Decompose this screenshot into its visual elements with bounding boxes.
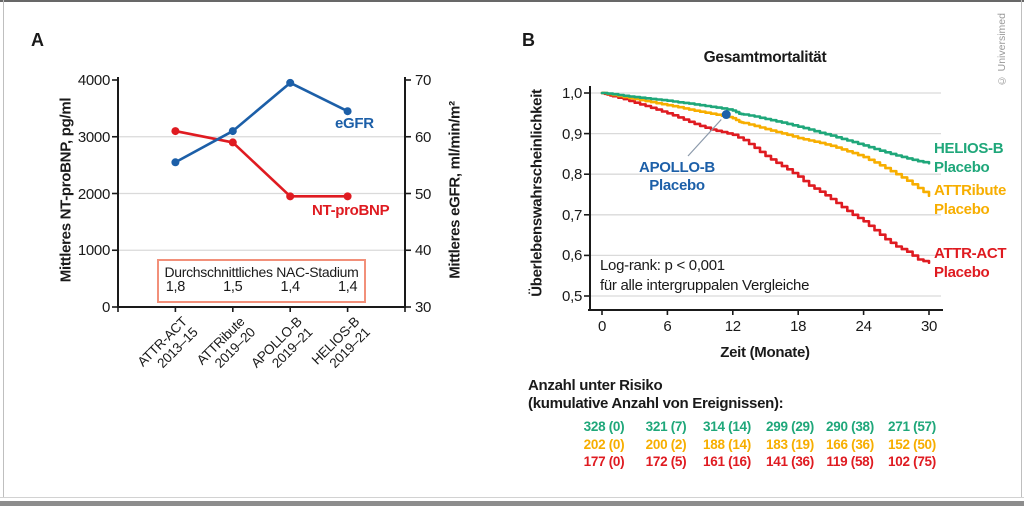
- data-point: [343, 107, 352, 116]
- nac-stage-value: 1,5: [223, 279, 243, 295]
- apollo-b-callout-label: APOLLO-B Placebo: [639, 159, 715, 195]
- risk-cell: 177 (0): [583, 454, 625, 469]
- risk-table-header-line1: Anzahl unter Risiko: [528, 377, 663, 394]
- series-line-nt-probnp: [174, 129, 349, 198]
- panel-b-x-tick-label: 24: [855, 318, 872, 335]
- panel-b-letter: B: [522, 30, 535, 50]
- data-point: [171, 127, 180, 136]
- nac-stage-value: 1,4: [337, 279, 358, 295]
- panel-a-right-axis-label: Mittleres eGFR, ml/min/m²: [446, 101, 464, 279]
- callout-line: [687, 119, 722, 157]
- risk-cell: 188 (14): [703, 436, 751, 452]
- panel-a-right-tick-label: 40: [415, 242, 432, 260]
- legend-attribute-name: ATTRibute: [934, 182, 1007, 199]
- legend-attr-act: ATTR-ACT Placebo: [934, 244, 1007, 282]
- apollo-b-callout-line1: APOLLO-B: [639, 159, 715, 176]
- data-point: [171, 158, 180, 167]
- data-point: [286, 78, 295, 87]
- risk-cell: 321 (7): [645, 419, 687, 434]
- panel-b-y-tick-label: 0,5: [562, 288, 582, 305]
- legend-helios-b-arm: Placebo: [934, 159, 990, 176]
- panel-b-y-tick-label: 0,6: [562, 247, 582, 265]
- frame-left-edge: [3, 0, 4, 498]
- data-point: [228, 127, 237, 136]
- panel-a-left-tick-label: 2000: [77, 185, 110, 203]
- copyright-credit: © Universimed: [996, 13, 1008, 87]
- data-point: [286, 192, 295, 201]
- risk-cell: 102 (75): [888, 454, 936, 469]
- risk-cell: 119 (58): [826, 454, 874, 469]
- logrank-annotation-line1: Log-rank: p < 0,001: [600, 257, 725, 274]
- data-point: [228, 138, 237, 147]
- panel-b-y-tick-label: 0,9: [562, 125, 582, 143]
- category-label: ATTR-ACT 2013–15: [134, 314, 201, 371]
- data-point: [343, 192, 352, 201]
- frame-top-edge: [0, 0, 1024, 2]
- legend-helios-b-name: HELIOS-B: [934, 140, 1004, 157]
- risk-cell: 183 (19): [766, 436, 814, 452]
- egfr-series-label: eGFR: [335, 115, 374, 132]
- callout-dot: [721, 110, 731, 120]
- risk-cell: 314 (14): [703, 419, 751, 434]
- risk-cell: 172 (5): [645, 454, 687, 469]
- risk-cell: 328 (0): [583, 419, 625, 434]
- nt-probnp-series-label: NT-proBNP: [312, 202, 390, 219]
- series-line-egfr: [174, 81, 349, 164]
- category-label: HELIOS-B 2019–21: [308, 314, 373, 371]
- panel-b-x-tick-label: 6: [663, 318, 672, 335]
- panel-a-left-tick-label: 1000: [77, 242, 110, 260]
- panel-b-x-axis-label: Zeit (Monate): [720, 344, 810, 361]
- nac-stage-title: Durchschnittliches NAC-Stadium: [164, 264, 359, 280]
- panel-a-right-tick-label: 50: [415, 185, 432, 203]
- frame-bottom-line: [0, 497, 1024, 498]
- legend-attr-act-name: ATTR-ACT: [934, 245, 1007, 262]
- nac-stage-box: Durchschnittliches NAC-Stadium: [157, 259, 366, 303]
- frame-right-edge: [1021, 0, 1022, 498]
- legend-attribute: ATTRibute Placebo: [934, 181, 1006, 219]
- legend-attr-act-arm: Placebo: [934, 264, 990, 281]
- nac-stage-value: 1,8: [165, 279, 186, 295]
- panel-b-y-tick-label: 1,0: [562, 85, 582, 102]
- frame-bottom-shadow: [0, 501, 1024, 506]
- risk-table-header: Anzahl unter Risiko (kumulative Anzahl v…: [528, 377, 784, 412]
- risk-cell: 141 (36): [766, 454, 814, 469]
- risk-cell: 152 (50): [888, 436, 936, 452]
- panel-a-left-tick-label: 0: [101, 299, 110, 316]
- panel-b-x-tick-label: 18: [790, 318, 807, 335]
- risk-cell: 161 (16): [703, 454, 751, 469]
- panel-a-left-tick-label: 3000: [77, 128, 110, 146]
- risk-cell: 200 (2): [645, 436, 687, 452]
- risk-cell: 290 (38): [826, 419, 874, 434]
- risk-table-header-line2: (kumulative Anzahl von Ereignissen):: [528, 394, 784, 412]
- risk-cell: 202 (0): [583, 436, 625, 452]
- legend-attribute-arm: Placebo: [934, 201, 990, 218]
- risk-cell: 166 (36): [826, 436, 874, 452]
- nac-stage-value: 1,4: [280, 279, 301, 295]
- panel-b-y-axis-label: Überlebenswahrscheinlichkeit: [528, 89, 546, 297]
- logrank-annotation-line2: für alle intergruppalen Vergleiche: [600, 277, 810, 294]
- panel-a-letter: A: [31, 30, 44, 50]
- panel-a-right-tick-label: 30: [415, 299, 432, 316]
- panel-a-right-tick-label: 70: [415, 72, 432, 89]
- panel-b-x-tick-label: 12: [724, 318, 741, 335]
- panel-b-y-tick-label: 0,7: [562, 206, 582, 224]
- risk-cell: 271 (57): [888, 419, 936, 434]
- category-label: APOLLO-B 2019–21: [248, 314, 316, 371]
- km-curve-helios-b: [600, 91, 931, 165]
- panel-b-title: Gesamtmortalität: [703, 49, 827, 66]
- panel-b-x-tick-label: 30: [920, 318, 938, 335]
- panel-b-y-tick-label: 0,8: [562, 166, 582, 184]
- panel-a-left-tick-label: 4000: [77, 72, 110, 89]
- risk-cell: 299 (29): [766, 419, 814, 434]
- legend-helios-b: HELIOS-B Placebo: [934, 139, 1004, 177]
- apollo-b-callout-line2: Placebo: [649, 177, 705, 194]
- panel-a-right-tick-label: 60: [415, 128, 432, 146]
- panel-b-x-tick-label: 0: [597, 318, 607, 335]
- category-label: ATTRibute 2019–20: [193, 314, 259, 371]
